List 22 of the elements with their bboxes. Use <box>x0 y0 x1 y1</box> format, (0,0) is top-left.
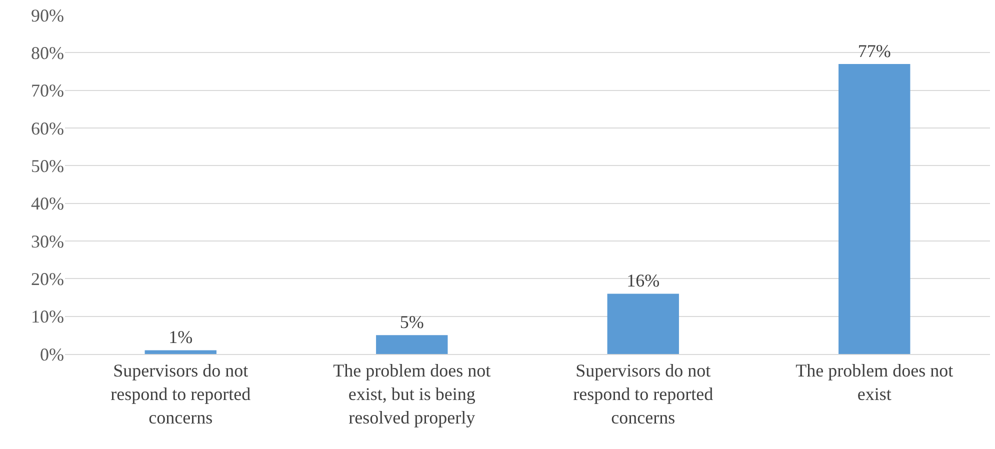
y-tick-label: 20% <box>31 268 64 289</box>
data-label: 16% <box>626 270 660 291</box>
x-tick-label: The problem does not exist, but is being resolved properly <box>333 360 491 428</box>
y-tick-label: 80% <box>31 42 64 63</box>
y-tick-label: 40% <box>31 194 64 214</box>
bar <box>376 335 448 354</box>
y-tick-label: 0% <box>40 344 64 364</box>
data-label: 77% <box>858 40 891 61</box>
y-tick-label: 10% <box>31 306 64 327</box>
data-label: 1% <box>168 327 193 348</box>
y-tick-label: 30% <box>31 231 64 252</box>
y-tick-label: 60% <box>31 118 64 138</box>
x-tick-label: Supervisors do not respond to reported concerns <box>573 360 714 428</box>
data-label: 5% <box>400 312 424 332</box>
y-tick-label: 70% <box>31 80 64 101</box>
x-tick-label: Supervisors do not respond to reported concerns <box>110 360 251 428</box>
y-tick-label: 50% <box>31 156 64 176</box>
y-tick-label: 90% <box>31 5 64 26</box>
bar <box>838 64 910 354</box>
bar <box>144 350 216 354</box>
bar <box>607 294 679 354</box>
x-tick-label: The problem does not exist <box>796 360 954 404</box>
